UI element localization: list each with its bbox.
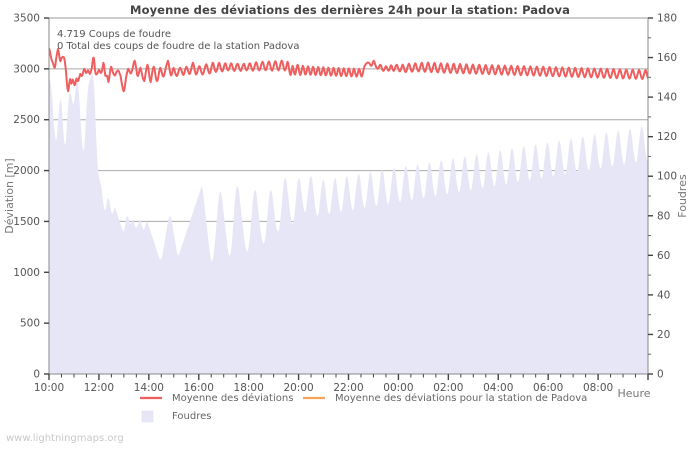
x-axis-tick-label: 14:00 [134, 382, 164, 394]
y2-axis-title: Foudres [676, 174, 689, 218]
x-axis-tick-label: 16:00 [184, 382, 214, 394]
left-axis-tick-label: 2000 [13, 165, 40, 177]
right-axis-tick-label: 140 [657, 92, 677, 104]
legend-label: Moyenne des déviations pour la station d… [335, 392, 587, 404]
right-axis-tick-label: 180 [657, 13, 677, 25]
x-axis-tick-label: 12:00 [84, 382, 114, 394]
x-axis-tick-label: 18:00 [234, 382, 264, 394]
deviation-line [49, 47, 648, 93]
x-axis-tick-label: 00:00 [383, 382, 413, 394]
legend-label: Moyenne des déviations [172, 392, 293, 404]
right-axis: 0 20 40 60 80 100 120 140 160 180 [647, 13, 677, 381]
right-axis-tick-label: 20 [657, 329, 670, 341]
x-axis-tick-label: 22:00 [333, 382, 363, 394]
right-axis-tick-label: 160 [657, 52, 677, 64]
left-axis-tick-label: 2500 [13, 114, 40, 126]
legend-swatch [141, 410, 154, 423]
legend-label: Foudres [172, 411, 211, 422]
x-axis-tick-label: 10:00 [34, 382, 64, 394]
right-axis-tick-label: 80 [657, 210, 670, 222]
left-axis: 0 500 1000 1500 2000 2500 3000 3500 [13, 13, 50, 381]
watermark: www.lightningmaps.org [6, 433, 124, 444]
left-axis-tick-label: 3500 [13, 13, 40, 25]
page-title: Moyenne des déviations des dernières 24h… [130, 3, 570, 17]
left-axis-tick-label: 0 [33, 369, 40, 381]
right-axis-tick-label: 60 [657, 250, 670, 262]
x-axis-title: Heure [617, 387, 650, 400]
annotation-strokes-count: 4.719 Coups de foudre [57, 29, 171, 40]
right-axis-tick-label: 120 [657, 131, 677, 143]
x-axis-tick-label: 04:00 [483, 382, 513, 394]
left-axis-tick-label: 3000 [13, 63, 40, 75]
left-axis-tick-label: 1000 [13, 267, 40, 279]
x-axis-tick-label: 06:00 [533, 382, 563, 394]
annotation-station-total: 0 Total des coups de foudre de la statio… [57, 41, 299, 52]
foudres-area [49, 73, 648, 374]
x-axis-tick-label: 08:00 [583, 382, 613, 394]
bottom-axis: 10:00 12:00 14:00 16:00 18:00 20:00 22:00 00:00… [34, 373, 649, 394]
left-axis-tick-label: 1500 [13, 216, 40, 228]
y-axis-title: Déviation [m] [3, 158, 16, 233]
left-axis-tick-label: 500 [20, 318, 40, 330]
right-axis-tick-label: 0 [657, 369, 664, 381]
x-axis-tick-label: 20:00 [283, 382, 313, 394]
chart-legend: Moyenne des déviations Moyenne des déviat… [140, 392, 587, 423]
right-axis-tick-label: 100 [657, 171, 677, 183]
x-axis-tick-label: 02:00 [433, 382, 463, 394]
right-axis-tick-label: 40 [657, 289, 670, 301]
